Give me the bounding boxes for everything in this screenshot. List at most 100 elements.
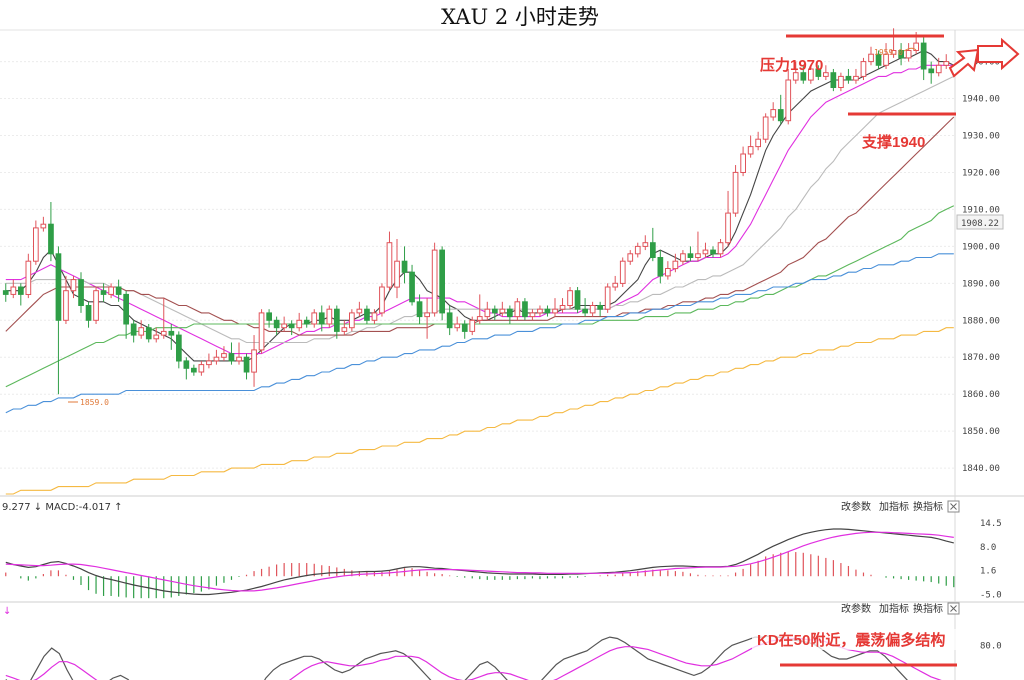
candle-body [597, 305, 603, 310]
candle [439, 246, 445, 321]
kd-close-button[interactable] [947, 602, 960, 615]
candle [431, 242, 438, 317]
candle-body [356, 308, 363, 314]
candle [206, 353, 212, 369]
right-arrow-icon [977, 37, 1020, 71]
candle [138, 320, 145, 339]
candle [860, 57, 867, 81]
kd-button-add[interactable]: 加指标 [879, 602, 909, 615]
candle-body [717, 242, 724, 255]
candle-body [830, 72, 837, 88]
candle-body [63, 290, 69, 321]
candle [108, 283, 115, 299]
candle-body [130, 323, 137, 336]
kd-note-background [752, 629, 970, 650]
candle-body [853, 75, 859, 81]
candle [198, 360, 205, 376]
candle-body [341, 327, 348, 332]
candle [514, 298, 521, 321]
candle-body [2, 290, 9, 295]
price-tick-label: 1940.00 [962, 95, 1000, 105]
candle-body [326, 308, 333, 325]
candle-body [55, 253, 62, 321]
candle-body [484, 308, 491, 318]
candle-body [732, 171, 739, 214]
candle [401, 246, 408, 284]
macd-close-button[interactable] [947, 500, 960, 513]
candle [890, 28, 897, 58]
candle [296, 312, 303, 332]
candle [371, 309, 378, 324]
last-price-label: 1908.22 [961, 219, 999, 229]
macd-histogram [5, 552, 955, 599]
candle [318, 305, 325, 332]
candle-body [604, 286, 611, 310]
candle [251, 335, 257, 387]
candle-body [823, 72, 829, 77]
candle [559, 298, 566, 313]
candle-body [552, 308, 558, 314]
candle [492, 305, 498, 321]
macd-button-params[interactable]: 改参数 [841, 500, 871, 513]
panel-frames [0, 29, 1024, 680]
support-annotation: 支撑1940 [848, 112, 956, 151]
candle [70, 275, 77, 299]
price-tick-label: 1900.00 [962, 242, 1000, 252]
candle [281, 316, 287, 332]
candle [935, 57, 942, 77]
candle [574, 287, 581, 313]
candle [349, 309, 355, 332]
candle-body [206, 360, 212, 366]
candle-body [191, 367, 197, 373]
candle [484, 301, 491, 321]
candle [732, 165, 739, 217]
price-tick-label: 1840.00 [962, 464, 1000, 474]
candle [680, 250, 686, 265]
candle-body [815, 68, 822, 77]
candle [145, 323, 152, 343]
macd-button-switch[interactable]: 换指标 [913, 500, 943, 513]
candle [642, 235, 649, 251]
candle-body [868, 53, 874, 63]
candle [2, 283, 9, 302]
price-tick-label: 1920.00 [962, 168, 1000, 178]
kd-button-switch[interactable]: 换指标 [913, 602, 943, 615]
candle [123, 290, 130, 339]
candle [725, 190, 731, 247]
candle-body [943, 61, 950, 66]
candle [537, 305, 543, 317]
candle [657, 250, 664, 284]
candle-body [785, 79, 792, 122]
candle-body [10, 286, 17, 295]
candle [552, 298, 558, 317]
candle-body [251, 349, 257, 373]
candle [409, 264, 415, 306]
macd-tick-label: -5.0 [980, 591, 1002, 601]
candle-body [386, 242, 393, 288]
candle-body [33, 227, 39, 262]
kd-button-params[interactable]: 改参数 [841, 602, 871, 615]
chart-title: XAU 2 小时走势 [441, 5, 599, 29]
candle [130, 320, 137, 343]
candle [808, 65, 814, 84]
candle-body [446, 312, 453, 329]
candle [943, 54, 950, 69]
candle-body [747, 146, 754, 155]
candle [755, 131, 761, 151]
price-tick-label: 1880.00 [962, 316, 1000, 326]
candle-body [905, 50, 912, 59]
candle [476, 294, 483, 324]
candle [446, 305, 453, 336]
candle [93, 287, 99, 324]
candle [469, 316, 476, 336]
macd-button-add[interactable]: 加指标 [879, 500, 909, 513]
candle-body [883, 53, 889, 66]
macd-tick-label: 1.6 [980, 566, 996, 576]
candle-body [273, 319, 280, 329]
candle [258, 309, 265, 354]
candle [830, 68, 837, 92]
candle-body [665, 268, 671, 277]
candle-body [349, 312, 355, 329]
candle-body [529, 312, 536, 318]
candle-body [740, 153, 746, 173]
